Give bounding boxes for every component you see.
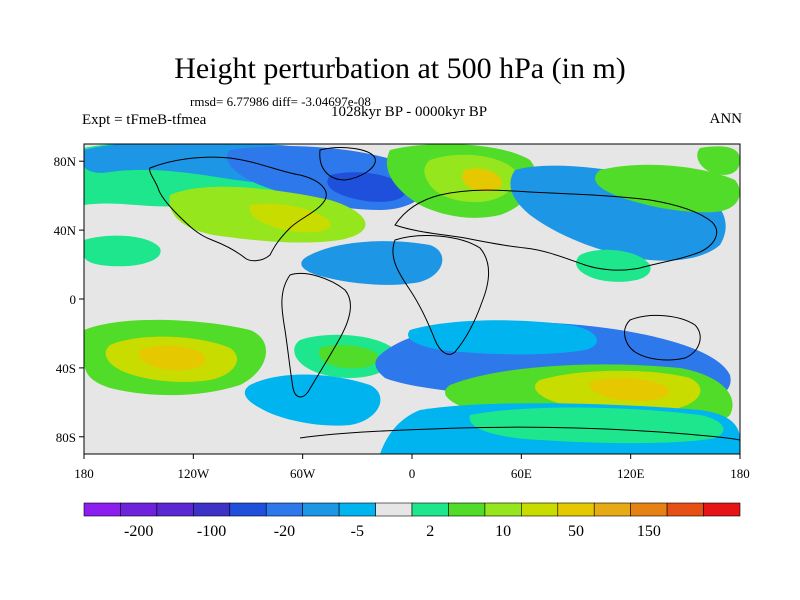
blob-europe-orange (462, 168, 503, 192)
colorbar-label: 150 (637, 523, 661, 540)
colorbar-swatch (338, 502, 376, 517)
blob-indian-ocean-cyan (408, 320, 597, 355)
colorbar-swatch (557, 502, 595, 517)
colorbar-label: -20 (274, 523, 295, 540)
period-label: 1028kyr BP - 0000kyr BP (330, 104, 488, 120)
colorbar-swatch (229, 502, 267, 517)
blob-antarctic-green (469, 407, 724, 444)
colorbar-swatch (302, 502, 340, 517)
x-axis: 180 120W 60W 0 60E 120E 180 (74, 454, 750, 481)
colorbar-swatch (120, 502, 158, 517)
coastlines (149, 147, 740, 441)
colorbar-label: -5 (351, 523, 364, 540)
coast-greenland (319, 147, 376, 181)
y-tick-label: 80N (54, 154, 77, 169)
coast-australia (624, 315, 701, 361)
colorbar-label: 10 (495, 523, 511, 540)
x-tick-label: 180 (730, 466, 750, 481)
y-tick-label: 0 (70, 292, 77, 307)
y-tick-label: 40N (54, 223, 77, 238)
coast-antarctica (299, 426, 740, 441)
coast-north-america (149, 156, 327, 262)
blob-southern-indian-orange (589, 378, 670, 402)
colorbar-swatch (265, 502, 303, 517)
blob-satlantic-yellow (318, 345, 379, 369)
x-tick-label: 0 (409, 466, 416, 481)
blob-namerica-orange (249, 203, 331, 233)
colorbar-swatch (703, 502, 741, 517)
colorbar-swatch (484, 502, 522, 517)
colorbar-label: 50 (568, 523, 584, 540)
y-axis: 80N 40N 0 40S 80S (54, 154, 84, 445)
colorbar-swatch (411, 502, 449, 517)
y-tick-label: 40S (56, 361, 76, 376)
colorbar-swatch (448, 502, 486, 517)
stats-line: rmsd= 6.77986 diff= -3.04697e-08 (190, 94, 371, 109)
blob-southern-ocean-cyan (244, 374, 381, 426)
x-tick-label: 120E (617, 466, 645, 481)
colorbar-label: 2 (426, 523, 434, 540)
experiment-label: Expt = tFmeB-tfmea (82, 112, 207, 128)
blob-asia-green (595, 164, 740, 213)
x-tick-label: 60E (511, 466, 532, 481)
colorbar-swatch (521, 502, 559, 517)
x-tick-label: 180 (74, 466, 94, 481)
contour-field (84, 144, 740, 454)
colorbar-swatch (666, 502, 704, 517)
coast-eurasia (394, 189, 718, 271)
x-tick-label: 60W (290, 466, 316, 481)
season-label: ANN (709, 111, 743, 127)
colorbar-swatch (375, 502, 413, 517)
colorbar-swatch (593, 502, 631, 517)
blob-npacific-east-green (697, 146, 740, 175)
blob-atlantic-tropic-blue (301, 241, 443, 285)
colorbar-swatch (193, 502, 231, 517)
colorbar-swatch (156, 502, 194, 517)
blob-asia-tropic-green (576, 249, 651, 282)
x-tick-label: 120W (177, 466, 210, 481)
colorbar-label: -100 (197, 523, 226, 540)
chart-title: Height perturbation at 500 hPa (in m) (174, 52, 626, 85)
colorbar-swatch (630, 502, 668, 517)
colorbar-swatch (83, 502, 121, 517)
coast-africa (392, 235, 489, 355)
blob-west-pacific-green (84, 235, 161, 267)
colorbar: -200 -100 -20 -5 2 10 50 150 (83, 502, 741, 540)
blob-spacific-orange (139, 345, 206, 371)
y-tick-label: 80S (56, 430, 76, 445)
coast-south-america (281, 273, 351, 398)
colorbar-label: -200 (124, 523, 153, 540)
